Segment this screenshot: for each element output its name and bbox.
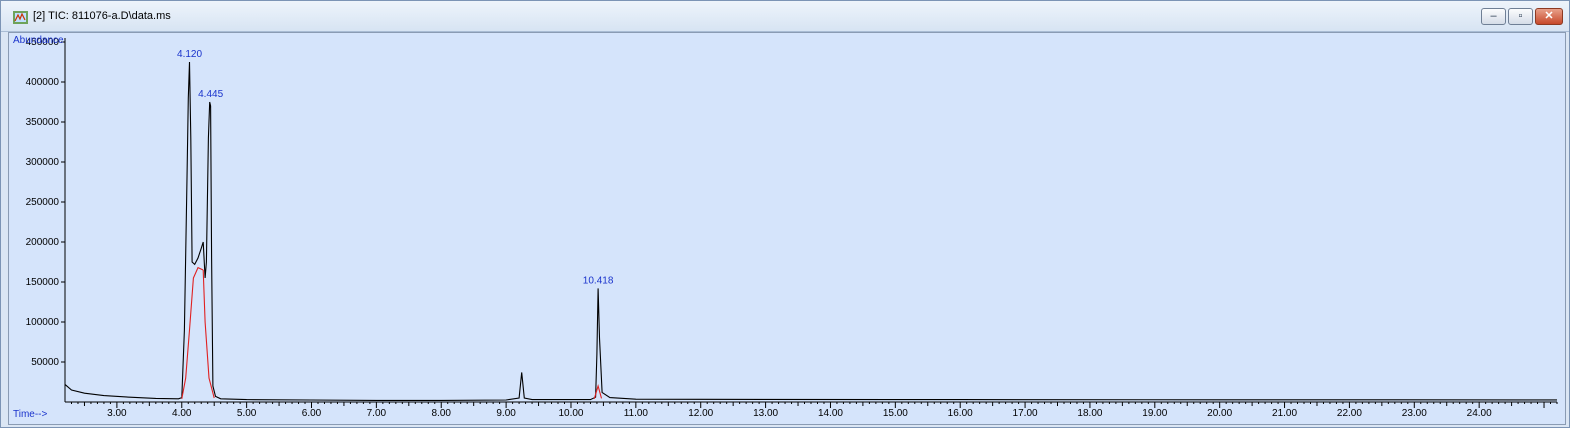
tic-trace: [64, 61, 1558, 401]
annotation-layer: 4.120 4.445 10.418: [177, 49, 614, 286]
x-tick-label: 23.00: [1402, 408, 1427, 419]
x-tick-label: 22.00: [1337, 408, 1362, 419]
x-tick-label: 21.00: [1272, 408, 1297, 419]
restore-icon: ▫: [1518, 10, 1523, 22]
x-tick-label: 11.00: [624, 408, 649, 419]
series-layer: [64, 61, 1558, 401]
y-tick-label: 250000: [26, 197, 60, 208]
peak-label: 10.418: [583, 275, 614, 286]
window-controls: – ▫ ✕: [1481, 8, 1563, 26]
y-tick-label: 350000: [26, 117, 60, 128]
x-tick-label: 18.00: [1077, 408, 1102, 419]
app-icon: [13, 11, 28, 24]
x-tick-label: 24.00: [1467, 408, 1492, 419]
x-tick-label: 12.00: [688, 408, 713, 419]
y-axis: 50000 100000 150000 200000 250000 300000 35000…: [26, 37, 66, 402]
minimize-button[interactable]: –: [1481, 8, 1506, 25]
x-axis-label: Time-->: [13, 409, 48, 420]
y-tick-label: 50000: [31, 357, 59, 368]
y-tick-label: 450000: [26, 37, 60, 48]
peak-label: 4.120: [177, 49, 202, 60]
integration-layer: [181, 266, 603, 399]
chromatogram-chart: 50000 100000 150000 200000 250000 300000 35000…: [13, 35, 1558, 420]
x-tick-label: 6.00: [302, 408, 322, 419]
x-tick-label: 4.00: [172, 408, 192, 419]
x-tick-label: 5.00: [237, 408, 257, 419]
chart-panel: 50000 100000 150000 200000 250000 300000 35000…: [8, 32, 1566, 425]
x-tick-label: 13.00: [753, 408, 778, 419]
y-tick-label: 200000: [26, 237, 60, 248]
x-tick-label: 14.00: [818, 408, 843, 419]
x-tick-label: 10.00: [558, 408, 583, 419]
restore-button[interactable]: ▫: [1508, 8, 1533, 25]
x-tick-label: 7.00: [367, 408, 387, 419]
x-tick-label: 9.00: [496, 408, 516, 419]
integration-baseline: [202, 269, 215, 399]
y-tick-label: 100000: [26, 317, 60, 328]
close-icon: ✕: [1544, 10, 1554, 22]
title-bar[interactable]: [2] TIC: 811076-a.D\data.ms – ▫ ✕: [1, 1, 1569, 32]
y-tick-label: 300000: [26, 157, 60, 168]
x-tick-label: 8.00: [432, 408, 452, 419]
peak-label: 4.445: [198, 89, 223, 100]
window-title: [2] TIC: 811076-a.D\data.ms: [33, 10, 171, 22]
integration-baseline: [593, 383, 603, 399]
y-axis-label: Abundance: [13, 35, 64, 46]
x-tick-label: 15.00: [883, 408, 908, 419]
x-tick-label: 20.00: [1207, 408, 1232, 419]
x-tick-label: 3.00: [107, 408, 127, 419]
y-tick-label: 150000: [26, 277, 60, 288]
minimize-icon: –: [1490, 10, 1497, 22]
integration-baseline: [181, 266, 204, 399]
x-axis: 3.00 4.00 5.00 6.00 7.00 8.00 9.00 10.00 11.00 12…: [65, 401, 1558, 419]
x-tick-label: 16.00: [948, 408, 973, 419]
close-button[interactable]: ✕: [1535, 8, 1563, 25]
x-tick-label: 17.00: [1013, 408, 1038, 419]
x-tick-label: 19.00: [1142, 408, 1167, 419]
y-tick-label: 400000: [26, 77, 60, 88]
